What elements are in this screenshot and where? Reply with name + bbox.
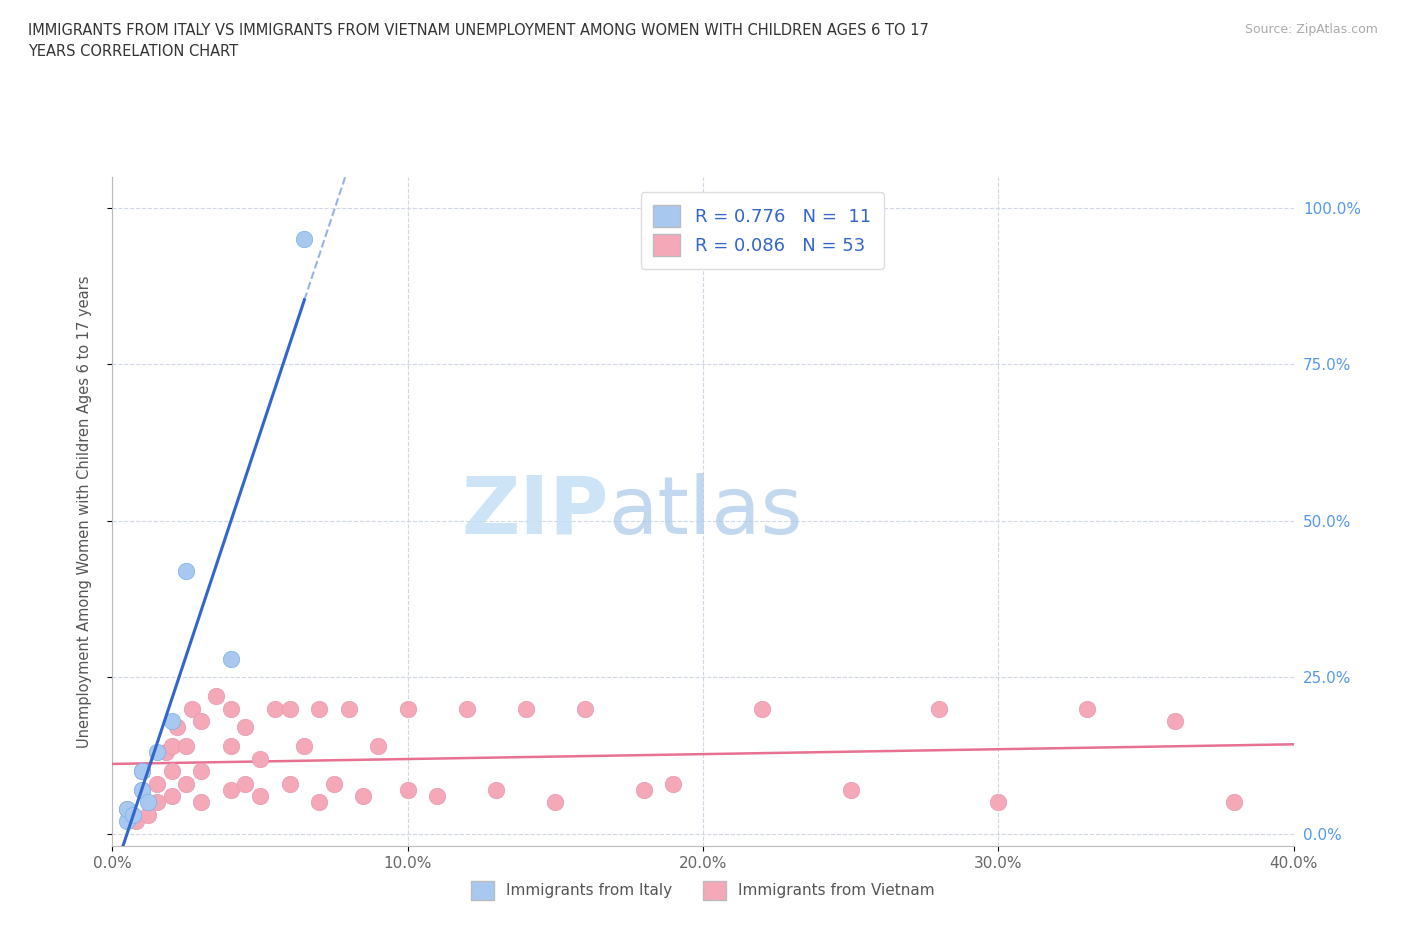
Point	[160, 789, 183, 804]
Point	[174, 564, 197, 578]
Point	[337, 701, 360, 716]
Point	[174, 738, 197, 753]
Point	[751, 701, 773, 716]
Point	[219, 782, 242, 797]
Point	[426, 789, 449, 804]
Point	[190, 795, 212, 810]
Point	[456, 701, 478, 716]
Point	[166, 720, 188, 735]
Point	[574, 701, 596, 716]
Point	[396, 782, 419, 797]
Point	[987, 795, 1010, 810]
Point	[174, 777, 197, 791]
Point	[219, 738, 242, 753]
Point	[160, 738, 183, 753]
Point	[122, 807, 145, 822]
Point	[131, 764, 153, 778]
Point	[219, 701, 242, 716]
Point	[136, 795, 159, 810]
Point	[233, 720, 256, 735]
Point	[117, 814, 138, 829]
Point	[205, 689, 228, 704]
Point	[233, 777, 256, 791]
Point	[117, 802, 138, 817]
Point	[396, 701, 419, 716]
Point	[367, 738, 389, 753]
Point	[544, 795, 567, 810]
Point	[633, 782, 655, 797]
Point	[1076, 701, 1098, 716]
Point	[160, 713, 183, 728]
Point	[278, 701, 301, 716]
Point	[1223, 795, 1246, 810]
Point	[190, 713, 212, 728]
Point	[662, 777, 685, 791]
Text: Source: ZipAtlas.com: Source: ZipAtlas.com	[1244, 23, 1378, 36]
Point	[249, 789, 271, 804]
Point	[839, 782, 862, 797]
Text: ZIP: ZIP	[461, 472, 609, 551]
Point	[125, 814, 148, 829]
Y-axis label: Unemployment Among Women with Children Ages 6 to 17 years: Unemployment Among Women with Children A…	[77, 275, 91, 748]
Point	[323, 777, 346, 791]
Point	[264, 701, 287, 716]
Legend: Immigrants from Italy, Immigrants from Vietnam: Immigrants from Italy, Immigrants from V…	[465, 875, 941, 906]
Point	[146, 777, 169, 791]
Point	[190, 764, 212, 778]
Point	[131, 782, 153, 797]
Point	[249, 751, 271, 766]
Point	[485, 782, 508, 797]
Text: IMMIGRANTS FROM ITALY VS IMMIGRANTS FROM VIETNAM UNEMPLOYMENT AMONG WOMEN WITH C: IMMIGRANTS FROM ITALY VS IMMIGRANTS FROM…	[28, 23, 929, 38]
Point	[928, 701, 950, 716]
Point	[292, 738, 315, 753]
Point	[292, 232, 315, 246]
Point	[278, 777, 301, 791]
Text: atlas: atlas	[609, 472, 803, 551]
Point	[352, 789, 374, 804]
Point	[219, 651, 242, 666]
Point	[117, 802, 138, 817]
Point	[1164, 713, 1187, 728]
Point	[146, 745, 169, 760]
Point	[160, 764, 183, 778]
Point	[308, 701, 330, 716]
Point	[515, 701, 537, 716]
Point	[146, 795, 169, 810]
Point	[181, 701, 204, 716]
Point	[155, 745, 177, 760]
Point	[136, 807, 159, 822]
Text: YEARS CORRELATION CHART: YEARS CORRELATION CHART	[28, 44, 238, 59]
Point	[131, 764, 153, 778]
Point	[131, 782, 153, 797]
Point	[308, 795, 330, 810]
